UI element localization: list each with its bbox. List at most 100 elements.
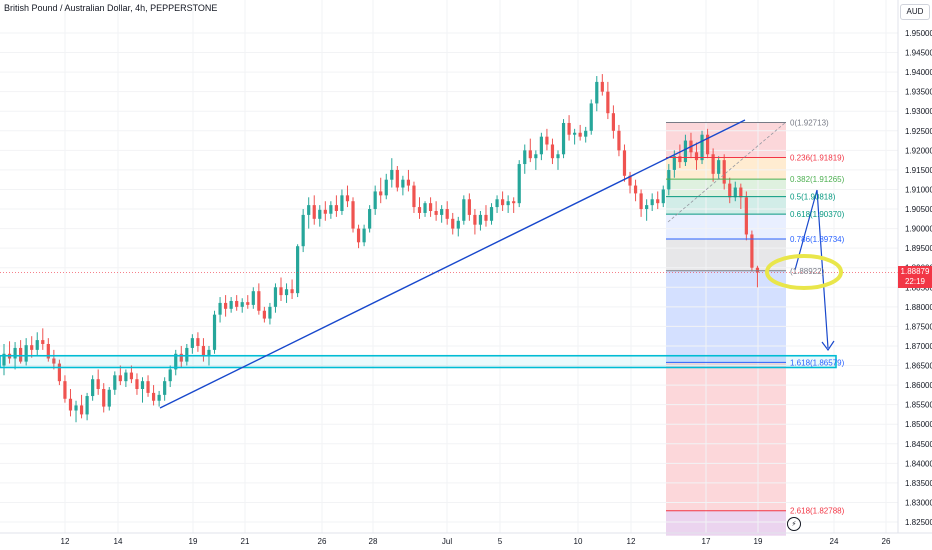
candle-body (79, 405, 84, 415)
fib-zone (666, 214, 786, 240)
candle-body (229, 300, 233, 309)
candle-body (606, 91, 610, 114)
candle-body (717, 160, 721, 174)
price-tick-label: 1.92000 (905, 146, 932, 155)
price-tick-label: 1.83000 (905, 498, 932, 507)
candle-body (224, 302, 228, 309)
time-tick-label: 5 (498, 537, 503, 546)
candle-body (312, 205, 316, 219)
price-tick-label: 1.91500 (905, 166, 932, 175)
candle-body (484, 214, 488, 221)
lightning-bolt-icon[interactable]: ⚡ (787, 517, 801, 531)
candle-body (329, 205, 333, 214)
candle-body (168, 369, 172, 382)
grid (0, 0, 898, 533)
candle-body (85, 396, 89, 415)
projection-path[interactable] (794, 189, 829, 349)
candle-body (722, 160, 726, 184)
candle-body (262, 310, 266, 319)
price-tick-label: 1.95000 (905, 29, 932, 38)
candle-body (13, 347, 17, 359)
candle-body (645, 205, 649, 210)
candle-body (74, 405, 78, 411)
candle-body (495, 199, 499, 208)
trend-line[interactable] (159, 119, 746, 409)
candle-body (478, 214, 483, 225)
candle-body (340, 195, 344, 211)
candle-body (639, 193, 643, 210)
candle-body (683, 140, 688, 163)
candle-body (711, 154, 715, 174)
candle-body (190, 338, 194, 348)
price-tick-label: 1.89500 (905, 244, 932, 253)
candle-body (135, 379, 139, 389)
fib-zone (666, 270, 786, 363)
candle-body (550, 144, 555, 159)
candle-body (301, 214, 305, 247)
candle-body (373, 191, 377, 210)
price-tick-label: 1.83500 (905, 479, 932, 488)
candle-body (489, 207, 494, 221)
candle-body (567, 122, 571, 135)
time-tick-label: 19 (189, 537, 198, 546)
candle-body (63, 381, 67, 399)
candle-body (323, 209, 327, 214)
candle-body (107, 389, 111, 407)
candle-body (445, 209, 449, 219)
candle-body (201, 345, 206, 356)
candle-body (473, 214, 477, 225)
currency-button[interactable]: AUD (900, 4, 930, 20)
candle-body (318, 209, 322, 219)
candle-body (163, 381, 167, 395)
candle-body (174, 353, 178, 370)
candle-body (390, 169, 394, 180)
candle-body (395, 169, 399, 188)
candle-body (650, 199, 654, 206)
candle-body (428, 203, 433, 211)
support-zone[interactable] (0, 354, 837, 369)
highlight-ellipse[interactable] (765, 254, 843, 290)
candle-body (268, 306, 272, 319)
candle-body (19, 347, 23, 362)
candle-body (68, 398, 73, 411)
current-price-value: 1.88879 (900, 267, 930, 276)
candle-body (179, 353, 183, 362)
candle-body (52, 358, 56, 364)
candle-body (501, 199, 505, 206)
candle-body (57, 363, 61, 382)
symbol-title[interactable]: British Pound / Australian Dollar, 4h, P… (4, 3, 218, 13)
time-axis: 12 14 19 21 26 28 Jul 5 10 12 17 19 24 26 (0, 532, 932, 546)
time-tick-label: 21 (241, 537, 250, 546)
candle-body (46, 344, 50, 359)
price-tick-label: 1.85000 (905, 420, 932, 429)
time-tick-label: 17 (702, 537, 711, 546)
candle-body (362, 228, 366, 243)
candle-body (506, 201, 510, 206)
candle-body (561, 122, 566, 155)
candle-body (728, 183, 732, 198)
candle-body (628, 175, 632, 186)
candle-body (257, 291, 261, 311)
fib-zones (666, 122, 786, 536)
candle-body (417, 207, 422, 213)
candle-body (102, 388, 106, 407)
candle-body (755, 267, 760, 273)
candle-body (556, 154, 560, 159)
candle-body (584, 130, 588, 137)
fib-level-label: 1.618(1.86579) (790, 358, 845, 367)
candle-body (113, 375, 117, 390)
fib-level-label: 2.618(1.82788) (790, 507, 845, 516)
candle-body (672, 156, 676, 170)
candle-body (351, 201, 355, 229)
candle-body (694, 152, 699, 161)
time-tick-label: 10 (574, 537, 583, 546)
fib-zone (666, 362, 786, 511)
candle-body (744, 197, 748, 235)
candle-body (30, 345, 34, 350)
price-tick-label: 1.91000 (905, 185, 932, 194)
bar-countdown: 22:19 (904, 277, 926, 286)
price-tick-label: 1.82500 (905, 518, 932, 527)
fib-zone (666, 239, 786, 271)
fib-level-label: 0.618(1.90370) (790, 210, 845, 219)
